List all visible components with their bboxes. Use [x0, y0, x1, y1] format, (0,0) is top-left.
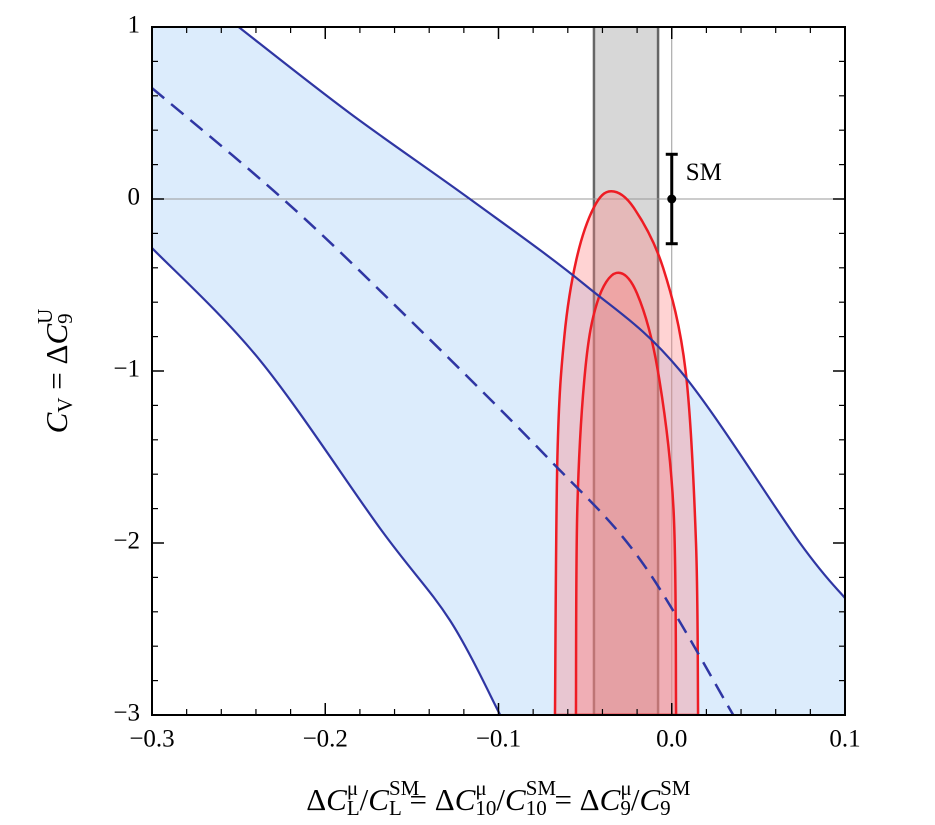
xlabel-part: SM [389, 776, 420, 800]
ylabel-part: = Δ [39, 345, 74, 398]
xlabel-part: / [360, 782, 369, 817]
xlabel-part: C [455, 782, 476, 817]
ylabel-part: V [53, 397, 77, 412]
xlabel-part: C [326, 782, 347, 817]
xlabel-title: ΔCμ L/CSM L = ΔCμ 10/CSM 10 = ΔCμ 9/CSM 9 [306, 776, 691, 820]
center-line [152, 87, 735, 715]
y-tick-label: 1 [128, 12, 141, 39]
xlabel-part: μ [475, 776, 486, 800]
band-line [237, 27, 845, 599]
xlabel-part: C [639, 782, 660, 817]
xlabel-part: L [347, 796, 360, 820]
y-tick-label: −3 [113, 700, 140, 727]
plot-area [152, 27, 845, 715]
ylabel-part: C [39, 412, 74, 433]
xlabel-part: / [631, 782, 640, 817]
x-tick-label: −0.3 [129, 726, 174, 753]
sm-label: SM [686, 159, 722, 186]
vband [593, 27, 659, 715]
sm-point [667, 194, 677, 204]
xlabel-part: 9 [660, 796, 671, 820]
y-tick-label: −2 [113, 528, 140, 555]
xlabel-part: C [505, 782, 526, 817]
ylabel-part: 9 [53, 313, 77, 324]
contour [574, 271, 678, 715]
xlabel-part: μ [347, 776, 358, 800]
x-tick-label: −0.2 [303, 726, 348, 753]
ylabel-title: CV = ΔCU9 [33, 309, 77, 434]
xlabel-part: = Δ [402, 782, 455, 817]
x-tick-label: −0.1 [476, 726, 521, 753]
xlabel-part: = Δ [547, 782, 600, 817]
xlabel-part: Δ [306, 782, 326, 817]
xlabel-part: C [368, 782, 389, 817]
band-fill [152, 27, 845, 715]
ylabel-part: C [39, 324, 74, 345]
contour [553, 190, 700, 715]
xlabel-part: SM [660, 776, 691, 800]
xlabel-part: 10 [475, 796, 496, 820]
xlabel-part: C [600, 782, 621, 817]
x-tick-label: 0.1 [829, 726, 860, 753]
xlabel-part: / [496, 782, 505, 817]
xlabel-part: 9 [620, 796, 631, 820]
y-tick-label: 0 [128, 184, 141, 211]
xlabel-part: 10 [526, 796, 547, 820]
y-tick-label: −1 [113, 356, 140, 383]
xlabel-part: SM [526, 776, 557, 800]
xlabel-part: μ [620, 776, 631, 800]
xlabel-part: L [389, 796, 402, 820]
band-line [152, 247, 502, 715]
ylabel-part: U [33, 309, 57, 324]
x-tick-label: 0.0 [656, 726, 687, 753]
